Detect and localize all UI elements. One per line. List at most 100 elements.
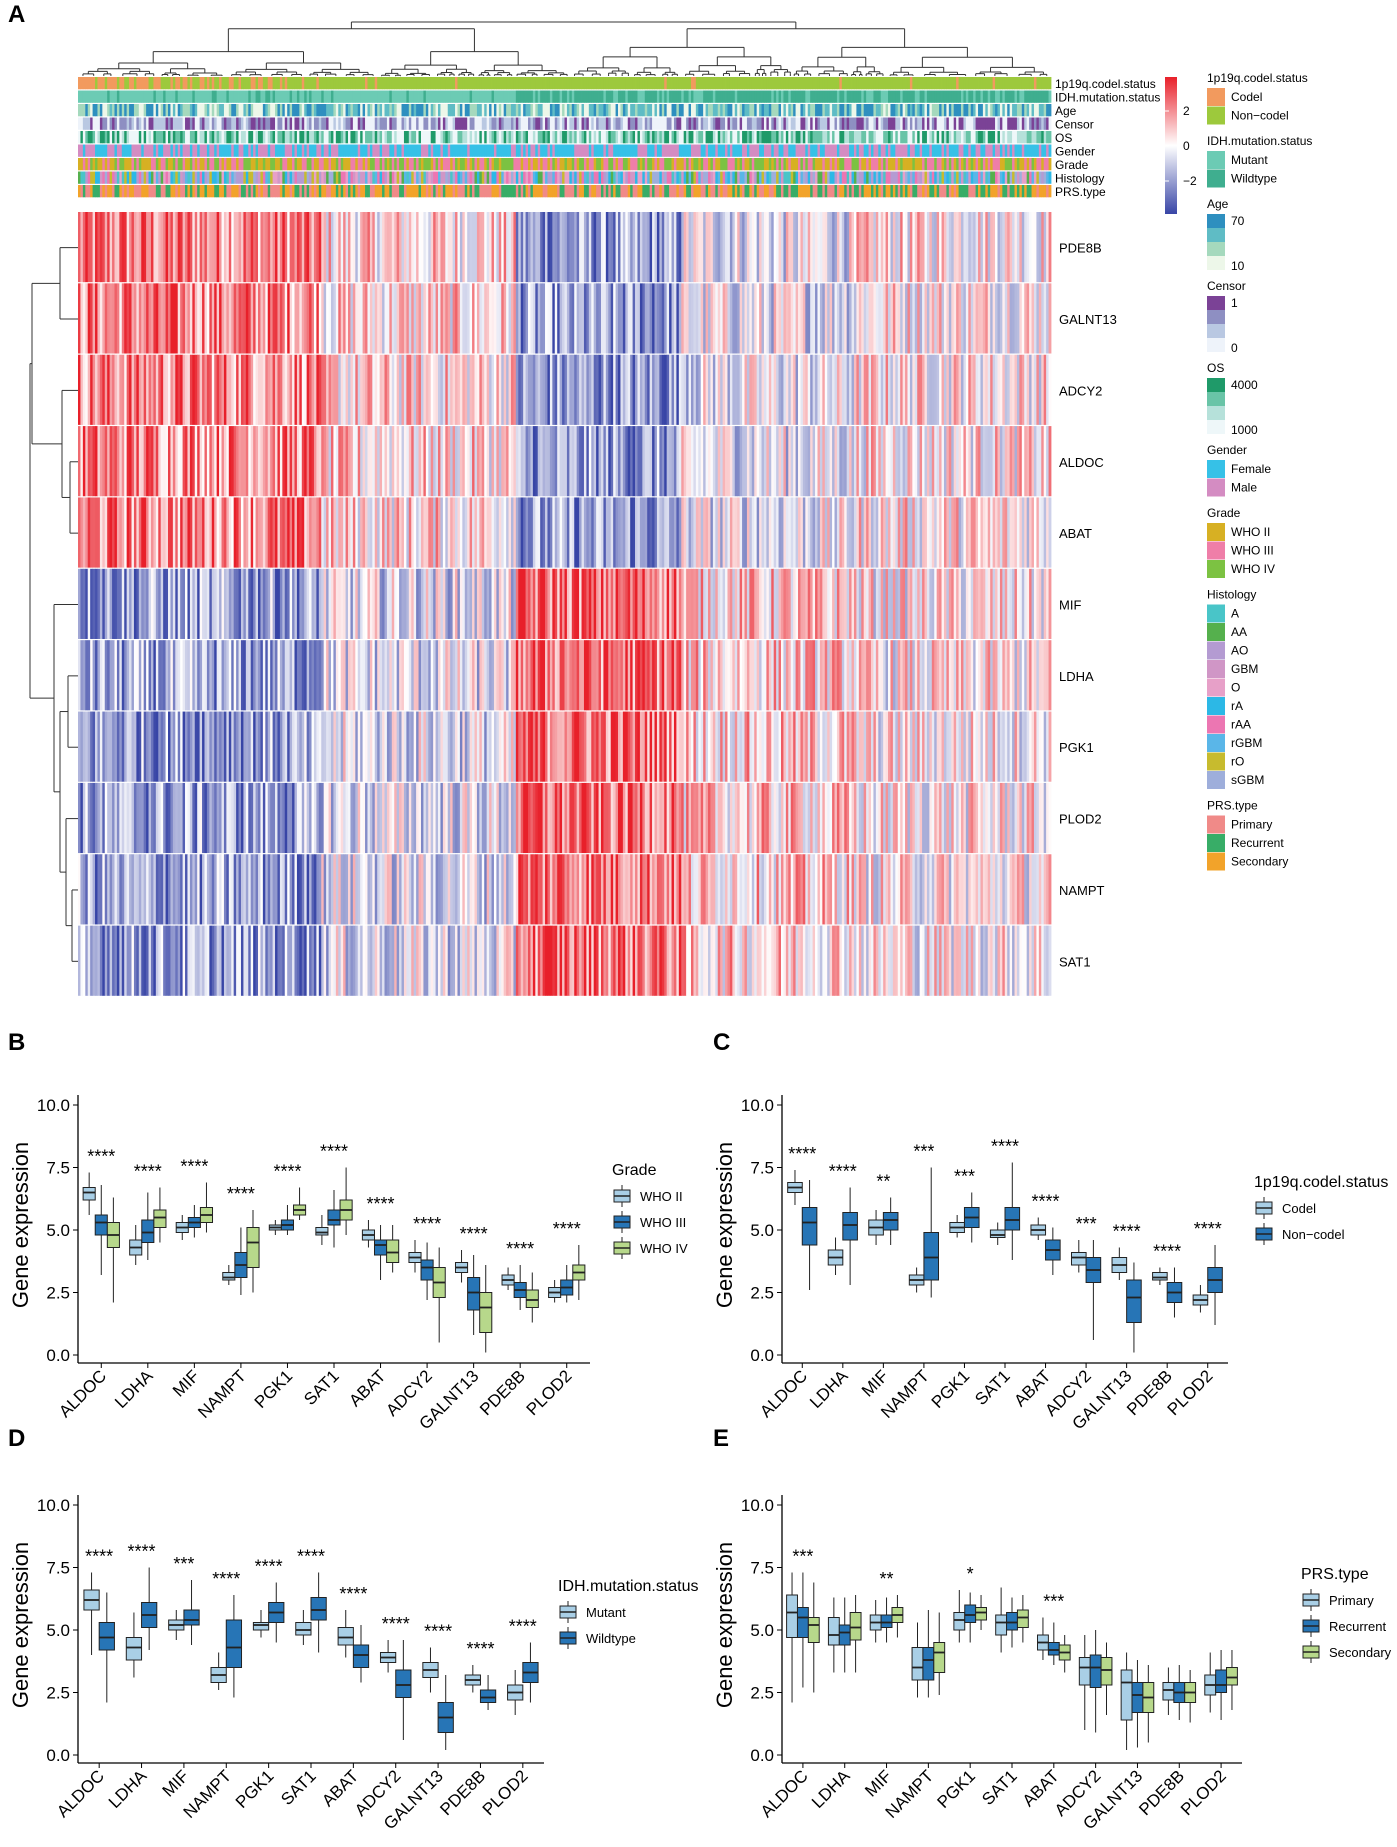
heatmap-cell	[194, 212, 198, 283]
heatmap-cell	[715, 283, 719, 354]
heatmap-cell	[844, 283, 848, 354]
annotation-cell	[805, 158, 809, 171]
annotation-cell	[262, 158, 266, 171]
annotation-cell	[523, 158, 526, 171]
heatmap-cell	[528, 212, 531, 283]
annotation-cell	[296, 144, 300, 157]
heatmap-cell	[834, 212, 838, 283]
annotation-cell	[403, 104, 407, 117]
heatmap-cell	[92, 283, 96, 354]
heatmap-cell	[819, 283, 823, 354]
annotation-cell	[902, 77, 906, 90]
annotation-cell	[715, 158, 719, 171]
annotation-cell	[890, 171, 894, 184]
annotation-cell	[737, 144, 741, 157]
annotation-cell	[951, 131, 955, 144]
annotation-cell	[647, 171, 651, 184]
annotation-cell	[902, 117, 906, 130]
annotation-cell	[630, 158, 634, 171]
annotation-cell	[970, 104, 974, 117]
heatmap-cell	[165, 283, 169, 354]
annotation-cell	[1036, 171, 1040, 184]
annotation-cell	[245, 77, 249, 90]
annotation-cell	[946, 131, 950, 144]
annotation-cell	[486, 117, 490, 130]
annotation-cell	[982, 158, 986, 171]
annotation-cell	[839, 77, 843, 90]
annotation-cell	[455, 185, 458, 198]
annotation-cell	[338, 158, 342, 171]
annotation-cell	[579, 185, 582, 198]
heatmap-cell	[754, 212, 758, 283]
annotation-cell	[78, 117, 81, 130]
heatmap-cell	[924, 212, 928, 283]
annotation-cell	[1026, 131, 1030, 144]
annotation-cell	[97, 185, 101, 198]
annotation-cell	[926, 185, 930, 198]
annotation-cell	[720, 117, 724, 130]
annotation-cell	[985, 185, 989, 198]
annotation-cell	[216, 171, 220, 184]
annotation-cell	[866, 185, 869, 198]
annotation-cell	[1046, 171, 1049, 184]
annotation-cell	[513, 158, 517, 171]
annotation-cell	[588, 131, 592, 144]
annotation-cell	[734, 104, 738, 117]
heatmap-cell	[109, 283, 113, 354]
annotation-cell	[873, 77, 877, 90]
annotation-cell	[727, 185, 731, 198]
annotation-cell	[506, 158, 509, 171]
annotation-cell	[968, 185, 972, 198]
annotation-cell	[435, 117, 439, 130]
annotation-cell	[119, 185, 123, 198]
annotation-cell	[693, 90, 697, 103]
heatmap-cell	[255, 212, 259, 283]
annotation-cell	[596, 117, 599, 130]
annotation-cell	[148, 144, 152, 157]
annotation-cell	[270, 90, 273, 103]
annotation-cell	[350, 158, 354, 171]
heatmap-cell	[180, 283, 183, 354]
annotation-cell	[583, 104, 587, 117]
heatmap-cell	[187, 283, 191, 354]
annotation-cell	[588, 171, 592, 184]
heatmap-cell	[856, 212, 860, 283]
annotation-cell	[900, 104, 904, 117]
annotation-cell	[627, 117, 631, 130]
annotation-cell	[690, 104, 694, 117]
annotation-cell	[1038, 117, 1042, 130]
annotation-cell	[664, 104, 668, 117]
annotation-cell	[177, 131, 181, 144]
annotation-cell	[649, 90, 653, 103]
annotation-cell	[97, 77, 101, 90]
annotation-cell	[379, 90, 383, 103]
annotation-cell	[853, 171, 857, 184]
annotation-cell	[362, 144, 366, 157]
annotation-cell	[603, 171, 607, 184]
annotation-cell	[357, 144, 361, 157]
annotation-cell	[588, 158, 592, 171]
heatmap-cell	[739, 212, 743, 283]
annotation-cell	[296, 117, 300, 130]
annotation-cell	[875, 185, 879, 198]
annotation-cell	[549, 131, 553, 144]
annotation-cell	[975, 131, 979, 144]
heatmap-cell	[170, 212, 174, 283]
annotation-cell	[642, 131, 646, 144]
heatmap-cell	[440, 212, 444, 283]
annotation-cell	[401, 158, 405, 171]
annotation-cell	[849, 171, 852, 184]
annotation-cell	[330, 131, 334, 144]
annotation-cell	[226, 144, 230, 157]
annotation-cell	[459, 77, 463, 90]
heatmap-cell	[946, 283, 950, 354]
annotation-cell	[180, 185, 183, 198]
annotation-cell	[708, 185, 711, 198]
annotation-cell	[681, 77, 685, 90]
annotation-cell	[727, 104, 731, 117]
annotation-cell	[632, 77, 636, 90]
annotation-cell	[129, 185, 132, 198]
annotation-cell	[652, 171, 655, 184]
annotation-cell	[934, 171, 938, 184]
heatmap-cell	[418, 212, 422, 283]
